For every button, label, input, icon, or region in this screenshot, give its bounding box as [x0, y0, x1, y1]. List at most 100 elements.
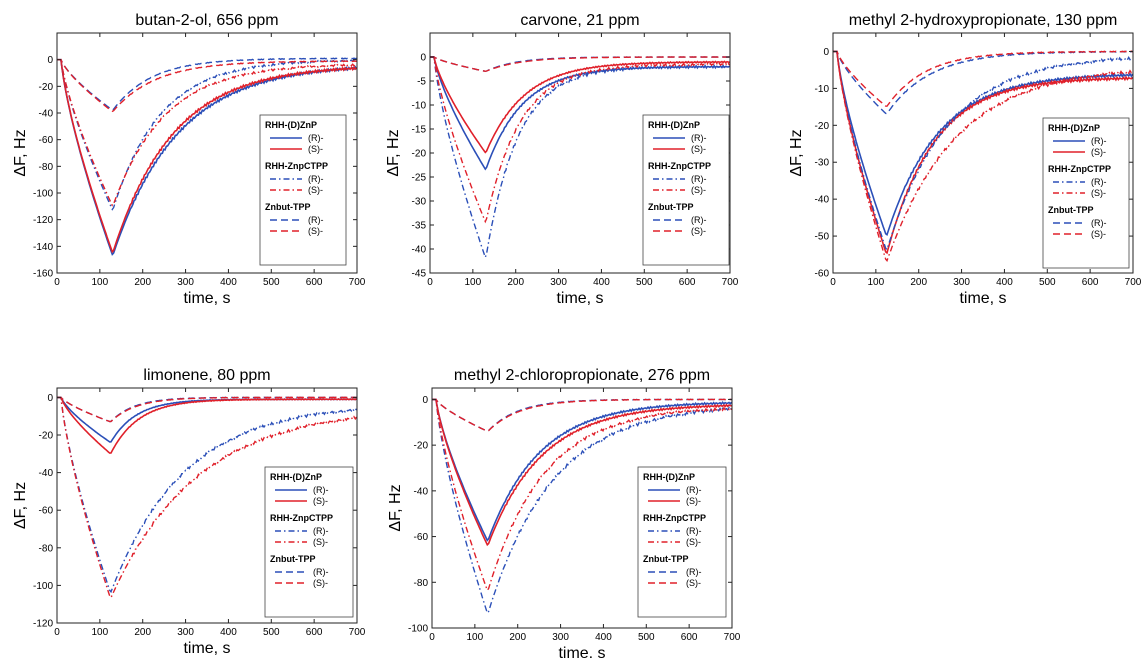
legend-entry-label: (S)- — [1091, 147, 1106, 157]
series-line — [57, 396, 357, 454]
y-axis-label: ΔF, Hz — [12, 129, 29, 176]
x-tick-label: 700 — [724, 632, 741, 643]
y-axis-label: ΔF, Hz — [387, 484, 404, 531]
x-tick-label: 400 — [220, 277, 237, 288]
x-axis-label: time, s — [558, 645, 605, 658]
x-tick-label: 0 — [429, 632, 435, 643]
x-tick-label: 700 — [349, 277, 366, 288]
x-tick-label: 300 — [953, 277, 970, 288]
chart-title: carvone, 21 ppm — [520, 12, 639, 29]
legend: RHH-(D)ZnP(R)-(S)-RHH-ZnpCTPP(R)-(S)-Znb… — [264, 466, 354, 618]
axes-frame — [56, 32, 358, 274]
legend-group-heading: Znbut-TPP — [265, 202, 311, 212]
legend: RHH-(D)ZnP(R)-(S)-RHH-ZnpCTPP(R)-(S)-Znb… — [259, 114, 347, 266]
y-tick-label: -40 — [414, 486, 429, 497]
y-tick-label: -20 — [414, 441, 429, 452]
legend-entry-label: (S)- — [686, 578, 701, 588]
x-tick-label: 500 — [263, 277, 280, 288]
x-tick-label: 400 — [595, 632, 612, 643]
x-tick-label: 600 — [679, 277, 696, 288]
legend-entry-label: (S)- — [308, 226, 323, 236]
legend-group-heading: RHH-(D)ZnP — [648, 120, 700, 130]
legend-group-heading: Znbut-TPP — [270, 554, 316, 564]
legend-entry-label: (R)- — [313, 485, 329, 495]
legend-entry-label: (R)- — [686, 526, 702, 536]
axes-frame — [431, 387, 733, 629]
x-tick-label: 300 — [177, 627, 194, 638]
y-tick-label: -20 — [39, 431, 54, 442]
y-tick-label: -30 — [412, 197, 427, 208]
legend-entry-label: (R)- — [691, 174, 707, 184]
y-tick-label: -45 — [412, 269, 427, 280]
x-tick-label: 700 — [722, 277, 739, 288]
legend-entry-label: (R)- — [308, 133, 324, 143]
x-tick-label: 600 — [681, 632, 698, 643]
series-line — [430, 56, 730, 260]
legend-entry-label: (R)- — [1091, 218, 1107, 228]
y-tick-label: -20 — [412, 149, 427, 160]
series-line — [833, 50, 1133, 107]
legend-group-heading: RHH-(D)ZnP — [1048, 123, 1100, 133]
plot-area — [833, 50, 1133, 263]
chart-2: carvone, 21 ppm 0 100 200 300 400 500 600 700 0 -5… — [385, 12, 739, 307]
y-tick-label: 0 — [47, 393, 53, 404]
series-line — [57, 396, 357, 423]
plot-area — [432, 398, 732, 615]
x-tick-label: 200 — [134, 627, 151, 638]
y-tick-label: -20 — [815, 121, 830, 132]
legend-group-heading: RHH-ZnpCTPP — [643, 513, 706, 523]
legend-group-heading: RHH-ZnpCTPP — [1048, 164, 1111, 174]
series-line — [833, 50, 1133, 255]
legend-group-heading: RHH-ZnpCTPP — [265, 161, 328, 171]
axes-frame — [56, 387, 358, 624]
chart-title: methyl 2-hydroxypropionate, 130 ppm — [849, 12, 1118, 29]
legend-group-heading: RHH-(D)ZnP — [643, 472, 695, 482]
series-line — [432, 398, 732, 615]
series-line — [432, 398, 732, 547]
x-tick-label: 300 — [177, 277, 194, 288]
y-tick-label: -25 — [412, 173, 427, 184]
chart-title: methyl 2-chloropropionate, 276 ppm — [454, 367, 710, 384]
legend-group-heading: Znbut-TPP — [1048, 205, 1094, 215]
legend-entry-label: (S)- — [686, 496, 701, 506]
x-axis-label: time, s — [959, 290, 1006, 307]
y-tick-label: -50 — [815, 232, 830, 243]
y-tick-label: -40 — [39, 468, 54, 479]
legend-group-heading: Znbut-TPP — [648, 202, 694, 212]
series-line — [57, 58, 357, 254]
x-tick-label: 200 — [509, 632, 526, 643]
x-tick-label: 100 — [467, 632, 484, 643]
x-axis-label: time, s — [183, 290, 230, 307]
series-line — [57, 58, 357, 211]
x-tick-label: 0 — [54, 277, 60, 288]
x-axis-label: time, s — [183, 640, 230, 657]
y-tick-label: -20 — [39, 82, 54, 93]
y-tick-label: -40 — [412, 245, 427, 256]
legend-entry-label: (S)- — [313, 578, 328, 588]
legend-entry-label: (S)- — [1091, 188, 1106, 198]
series-line — [833, 50, 1133, 251]
series-line — [57, 396, 357, 594]
y-tick-label: -100 — [33, 581, 53, 592]
legend: RHH-(D)ZnP(R)-(S)-RHH-ZnpCTPP(R)-(S)-Znb… — [642, 114, 730, 266]
x-tick-label: 0 — [427, 277, 433, 288]
chart-title: limonene, 80 ppm — [143, 367, 270, 384]
axes-frame — [832, 32, 1134, 274]
y-tick-label: -100 — [408, 624, 428, 635]
legend-entry-label: (S)- — [1091, 229, 1106, 239]
y-tick-label: -15 — [412, 125, 427, 136]
legend-group-heading: RHH-ZnpCTPP — [270, 513, 333, 523]
y-tick-label: -140 — [33, 242, 53, 253]
x-tick-label: 300 — [550, 277, 567, 288]
x-tick-label: 200 — [910, 277, 927, 288]
legend-entry-label: (R)- — [686, 485, 702, 495]
legend-entry-label: (S)- — [308, 185, 323, 195]
x-tick-label: 500 — [1039, 277, 1056, 288]
x-tick-label: 100 — [92, 627, 109, 638]
series-line — [57, 59, 357, 113]
x-tick-label: 500 — [638, 632, 655, 643]
x-tick-label: 200 — [134, 277, 151, 288]
y-tick-label: -160 — [33, 269, 53, 280]
y-tick-label: -40 — [39, 109, 54, 120]
